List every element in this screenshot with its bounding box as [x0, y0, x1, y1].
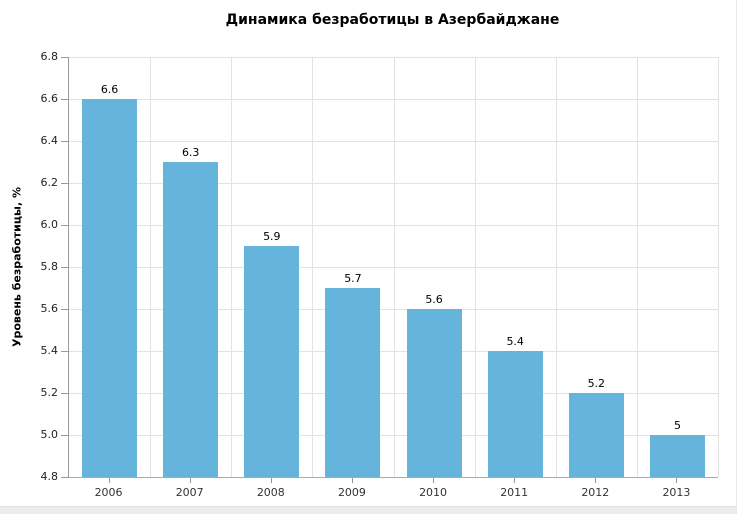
bar-2007 — [163, 162, 219, 477]
bar-value-label: 6.6 — [100, 83, 119, 96]
bar-2013 — [649, 435, 705, 477]
x-tick-label: 2008 — [256, 486, 285, 499]
bar-2010 — [406, 309, 462, 477]
y-tick-label: 6.4 — [40, 134, 59, 147]
y-tick-mark — [61, 183, 68, 184]
y-tick-label: 6.0 — [40, 218, 59, 231]
bar-2012 — [568, 393, 624, 477]
x-tick-label: 2011 — [500, 486, 529, 499]
x-tick-mark — [433, 478, 435, 483]
y-tick-label: 6.8 — [40, 50, 59, 63]
y-tick-mark — [61, 99, 68, 100]
bar-value-label: 5.9 — [263, 230, 281, 243]
bottom-strip — [0, 506, 736, 514]
bar-value-label: 6.3 — [181, 146, 200, 159]
y-tick-mark — [61, 393, 68, 394]
x-tick-mark — [189, 478, 191, 483]
y-tick-label: 5.0 — [40, 428, 59, 441]
x-tick-label: 2007 — [175, 486, 204, 499]
y-tick-mark — [61, 309, 68, 310]
y-tick-label: 5.6 — [40, 302, 59, 315]
y-tick-label: 6.6 — [40, 92, 59, 105]
bar-value-label: 5.7 — [344, 272, 362, 285]
chart-title: Динамика безработицы в Азербайджане — [225, 12, 560, 28]
x-tick-mark — [351, 478, 353, 483]
x-tick-mark — [270, 478, 272, 483]
x-tick-mark — [676, 478, 678, 483]
v-gridline — [312, 57, 314, 477]
y-tick-mark — [61, 225, 68, 226]
y-tick-mark — [61, 477, 68, 478]
y-tick-label: 4.8 — [40, 470, 59, 483]
y-tick-mark — [61, 435, 68, 436]
x-tick-label: 2006 — [94, 486, 123, 499]
bar-2008 — [244, 246, 300, 477]
x-tick-label: 2012 — [581, 486, 610, 499]
bar-2011 — [487, 351, 543, 477]
v-gridline — [150, 57, 152, 477]
x-tick-label: 2013 — [662, 486, 691, 499]
v-gridline — [474, 57, 476, 477]
y-tick-mark — [61, 267, 68, 268]
y-tick-label: 5.8 — [40, 260, 59, 273]
bar-value-label: 5.2 — [587, 377, 606, 390]
plot-area: 6.6 6.3 5.9 5.7 5.6 5.4 5.2 5 — [68, 57, 719, 478]
bar-2009 — [325, 288, 381, 477]
bar-value-label: 5 — [673, 419, 681, 432]
v-gridline — [555, 57, 557, 477]
x-tick-mark — [514, 478, 516, 483]
x-tick-mark — [595, 478, 597, 483]
y-tick-label: 5.2 — [40, 386, 59, 399]
y-tick-mark — [61, 141, 68, 142]
x-tick-label: 2009 — [337, 486, 366, 499]
bar-value-label: 5.6 — [425, 293, 443, 306]
x-tick-mark — [108, 478, 110, 483]
v-gridline — [231, 57, 233, 477]
x-tick-label: 2010 — [419, 486, 448, 499]
y-tick-mark — [61, 351, 68, 352]
y-tick-label: 5.4 — [40, 344, 59, 357]
v-gridline — [718, 57, 719, 477]
bar-value-label: 5.4 — [506, 335, 524, 348]
y-tick-label: 6.2 — [40, 176, 59, 189]
v-gridline — [636, 57, 638, 477]
v-gridline — [393, 57, 395, 477]
y-tick-mark — [61, 57, 68, 58]
bar-2006 — [82, 99, 138, 477]
